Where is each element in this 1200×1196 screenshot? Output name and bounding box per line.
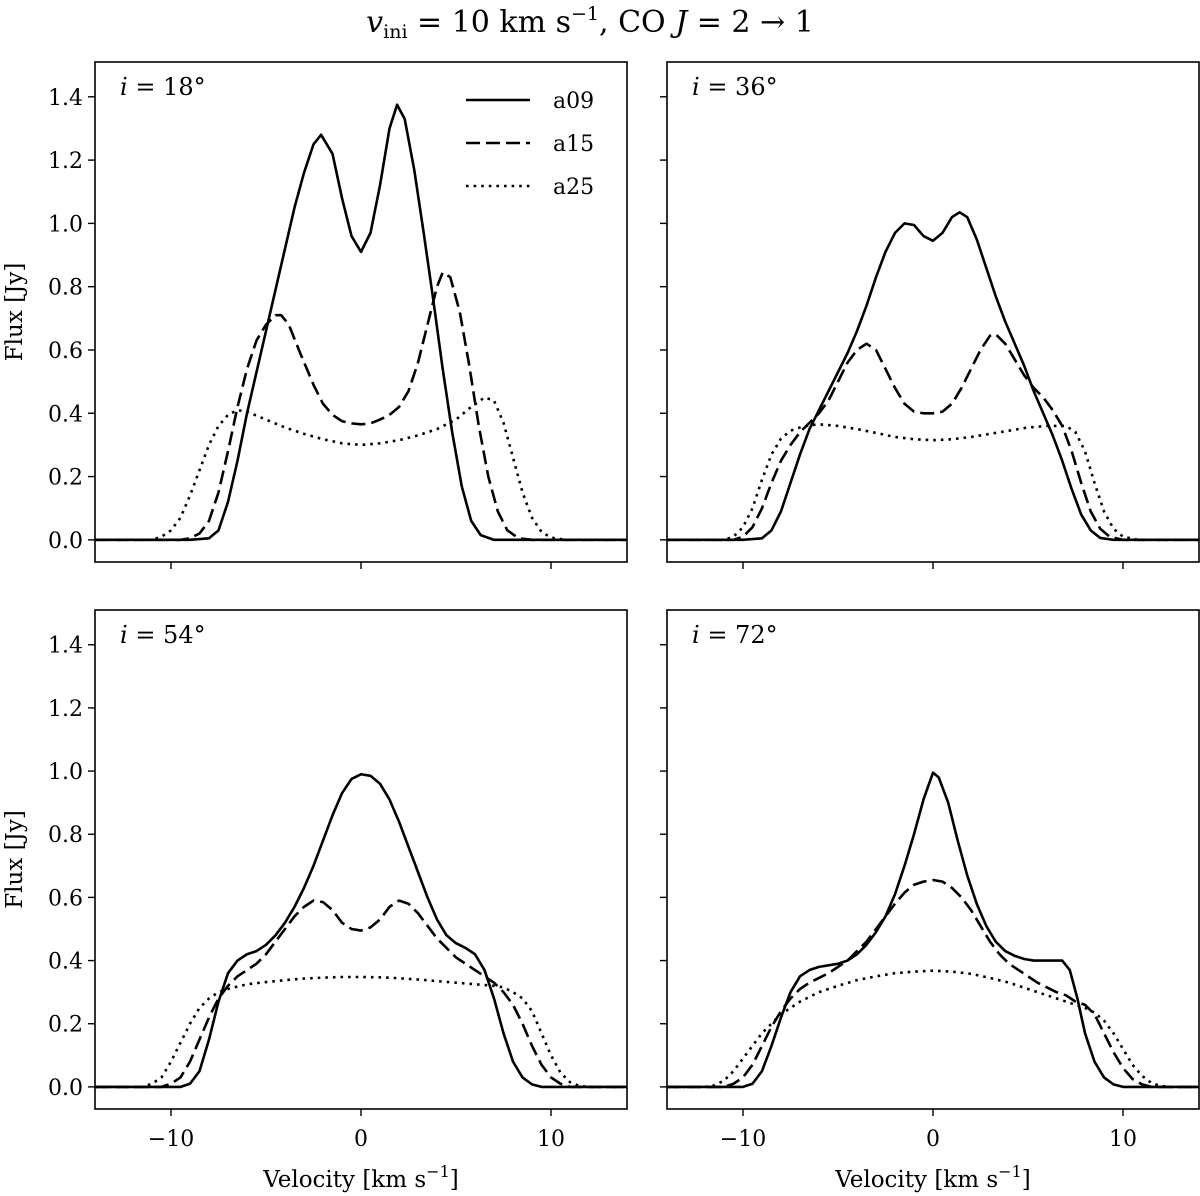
y-tick-label: 0.8 (48, 823, 83, 848)
legend-label-a15: a15 (553, 132, 594, 157)
x-axis-label: Velocity [km s−1] (834, 1162, 1031, 1193)
x-axis-label-sup: −1 (426, 1162, 450, 1181)
y-tick-label: 0.4 (48, 402, 83, 427)
x-tick-label: −10 (148, 1127, 194, 1152)
y-tick-label: 1.2 (48, 697, 83, 722)
y-tick-label: 0.2 (48, 1013, 83, 1038)
panel-label-symbol: i (692, 621, 700, 649)
y-tick-label: 1.0 (48, 212, 83, 237)
x-axis-label-main: Velocity [km s (834, 1167, 998, 1193)
y-tick-label: 0.2 (48, 466, 83, 491)
y-tick-label: 1.4 (48, 634, 83, 659)
panel-label-symbol: i (120, 73, 128, 101)
panel-label: i = 54° (120, 621, 206, 649)
y-tick-label: 0.6 (48, 339, 83, 364)
panels: 0.0 0.2 0.4 0.6 0.8 1.0 1.2 1.4 i = 18° Flux [Jy]… (2, 61, 1200, 1193)
legend-label-a09: a09 (553, 89, 594, 114)
plot-frame (94, 609, 628, 1110)
y-tick-label: 0.0 (48, 1076, 83, 1101)
series-line-a15 (667, 332, 1199, 542)
x-tick-label: 10 (537, 1127, 565, 1152)
x-axis-label-sup: −1 (998, 1162, 1022, 1181)
series-line-a09 (667, 771, 1199, 1089)
plot-frame (666, 609, 1200, 1110)
y-tick-label: 0.8 (48, 276, 83, 301)
legend-label-a25: a25 (553, 175, 594, 200)
panel-label-symbol: i (692, 73, 700, 101)
y-tick-label: 1.2 (48, 149, 83, 174)
panel-1: 0.0 0.2 0.4 0.6 0.8 1.0 1.2 1.4 i = 18° Flux [Jy]… (2, 61, 628, 569)
y-tick-label: 0.6 (48, 886, 83, 911)
panel-label-value: = 54° (128, 621, 206, 649)
panel-label-value: = 72° (700, 621, 778, 649)
legend: a09 a15 a25 (466, 89, 594, 200)
title-superscript: −1 (571, 3, 599, 25)
x-tick-label: −10 (720, 1127, 766, 1152)
series-line-a15 (95, 271, 627, 542)
title-value: = 10 km s (408, 5, 571, 40)
x-tick-label: 10 (1109, 1127, 1137, 1152)
chart-title: vini = 10 km s−1, CO J = 2 → 1 (366, 3, 814, 43)
plot-frame (94, 61, 628, 563)
title-subscript: ini (383, 21, 407, 43)
y-tick-label: 1.4 (48, 86, 83, 111)
series-line-a09 (95, 103, 627, 542)
x-axis-label-end: ] (1022, 1167, 1031, 1193)
series-line-a15 (95, 899, 627, 1089)
series-line-a25 (667, 969, 1199, 1089)
panel-2: i = 36° (660, 61, 1200, 569)
x-axis-label-end: ] (450, 1167, 459, 1193)
x-axis-label: Velocity [km s−1] (262, 1162, 459, 1193)
x-tick-label: 0 (354, 1127, 368, 1152)
series-line-a25 (667, 423, 1199, 542)
plot-frame (666, 61, 1200, 563)
panel-label: i = 18° (120, 73, 206, 101)
title-transition: = 2 → 1 (687, 5, 814, 40)
series-line-a15 (667, 878, 1199, 1089)
panel-label: i = 36° (692, 73, 778, 101)
panel-label-symbol: i (120, 621, 128, 649)
title-rest: , CO (599, 5, 675, 40)
x-tick-label: 0 (926, 1127, 940, 1152)
series-line-a25 (95, 396, 627, 542)
panel-label-value: = 18° (128, 73, 206, 101)
panel-label: i = 72° (692, 621, 778, 649)
panel-4: −10 0 10 i = 72° Velocity [km s−1] (660, 609, 1200, 1193)
series-line-a09 (667, 211, 1199, 542)
y-tick-label: 0.4 (48, 950, 83, 975)
series-line-a25 (95, 975, 627, 1089)
x-axis-label-main: Velocity [km s (262, 1167, 426, 1193)
title-symbol: v (366, 5, 383, 40)
y-axis-label: Flux [Jy] (2, 810, 28, 909)
y-tick-label: 0.0 (48, 529, 83, 554)
panel-3: 0.0 0.2 0.4 0.6 0.8 1.0 1.2 1.4 −10 0 10 i = 54° Flu… (2, 609, 628, 1193)
panel-label-value: = 36° (700, 73, 778, 101)
y-axis-label: Flux [Jy] (2, 263, 28, 362)
y-tick-label: 1.0 (48, 760, 83, 785)
